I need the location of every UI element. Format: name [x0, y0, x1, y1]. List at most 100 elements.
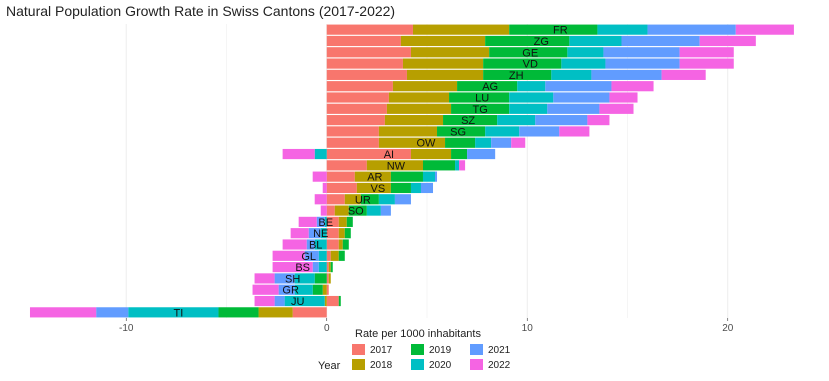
- bar-ai-2022: [282, 148, 315, 160]
- bar-so-2017: [326, 205, 335, 216]
- bar-ur-2020: [378, 194, 395, 205]
- bar-ne-2017: [326, 228, 339, 239]
- bar-be-2017: [326, 216, 339, 227]
- chart-title: Natural Population Growth Rate in Swiss …: [6, 3, 395, 19]
- bar-nw-2018: [366, 160, 423, 171]
- bar-ow-2019: [445, 137, 476, 148]
- canton-label-so: SO: [348, 206, 364, 218]
- bar-be-2022: [298, 216, 317, 227]
- bar-gr-2022: [252, 284, 279, 295]
- bar-ai-2017: [326, 148, 411, 160]
- legend-key-2017: [352, 344, 365, 355]
- bar-vs-2022: [322, 182, 327, 194]
- bar-lu-2020: [509, 92, 554, 103]
- legend-title: Year: [318, 360, 341, 372]
- bar-bs-2019: [330, 262, 333, 273]
- bar-fr-2018: [412, 24, 510, 35]
- bar-tg-2020: [509, 103, 548, 114]
- bar-zh-2021: [591, 69, 662, 80]
- bar-bl-2018: [338, 239, 343, 250]
- canton-label-gr: GR: [282, 285, 299, 297]
- bar-ur-2017: [326, 194, 345, 205]
- canton-label-ow: OW: [417, 138, 437, 150]
- canton-label-vd: VD: [523, 59, 538, 71]
- bar-zg-2022: [699, 35, 756, 47]
- canton-label-ar: AR: [367, 172, 382, 184]
- bar-gr-2017: [326, 284, 329, 295]
- bar-ow-2020: [475, 137, 492, 148]
- bar-vs-2020: [410, 182, 421, 194]
- bar-sh-2020: [294, 273, 315, 284]
- bar-fr-2021: [647, 24, 736, 35]
- canton-label-lu: LU: [475, 93, 489, 105]
- bar-ar-2019: [390, 171, 423, 182]
- bar-ge-2019: [489, 47, 568, 58]
- bar-sh-2021: [274, 273, 295, 284]
- bar-bs-2017: [326, 262, 329, 273]
- bar-gl-2022: [272, 250, 305, 261]
- canton-label-sz: SZ: [461, 115, 475, 127]
- bar-ar-2020: [422, 171, 436, 182]
- legend-label-2022: 2022: [488, 360, 511, 371]
- bar-zg-2017: [326, 35, 401, 47]
- canton-label-ju: JU: [291, 296, 305, 308]
- bars: [29, 24, 794, 318]
- bar-ai-2020: [314, 148, 327, 160]
- bar-so-2018: [334, 205, 349, 216]
- bar-ju-2020: [284, 295, 325, 307]
- bar-ai-2019: [451, 148, 468, 160]
- bar-vd-2020: [561, 58, 606, 69]
- bar-ge-2018: [410, 47, 490, 58]
- bar-gr-2018: [322, 284, 327, 295]
- bar-zh-2017: [326, 69, 407, 80]
- canton-label-nw: NW: [387, 160, 406, 172]
- bar-bs-2018: [328, 262, 331, 273]
- bar-lu-2017: [326, 92, 389, 103]
- bar-ag-2021: [545, 81, 612, 92]
- x-tick-label: -10: [119, 323, 134, 334]
- bar-gl-2019: [338, 250, 345, 261]
- bar-tg-2019: [451, 103, 510, 114]
- bar-bl-2020: [314, 239, 327, 250]
- canton-label-ti: TI: [173, 307, 183, 319]
- bar-ti-2017: [292, 307, 327, 318]
- bar-ag-2018: [392, 81, 458, 92]
- canton-label-vs: VS: [371, 183, 386, 195]
- bar-ur-2021: [394, 194, 411, 205]
- bar-ag-2019: [457, 81, 518, 92]
- legend: Year 2017 2018 2019 2020 2021 2022: [318, 344, 511, 372]
- bar-lu-2021: [553, 92, 610, 103]
- bar-ju-2021: [274, 295, 285, 307]
- bar-so-2020: [366, 205, 381, 216]
- bar-gl-2018: [330, 250, 339, 261]
- bar-bl-2017: [326, 239, 339, 250]
- bar-be-2021: [316, 216, 325, 227]
- bar-ti-2020: [128, 307, 219, 318]
- bar-vd-2017: [326, 58, 403, 69]
- bar-nw-2017: [326, 160, 367, 171]
- bar-so-2021: [380, 205, 391, 216]
- bar-vs-2017: [326, 182, 357, 194]
- bar-tg-2017: [326, 103, 387, 114]
- canton-label-fr: FR: [553, 25, 568, 37]
- canton-label-gl: GL: [301, 251, 316, 263]
- bar-vs-2018: [356, 182, 391, 194]
- bar-gl-2021: [304, 250, 319, 261]
- bar-ti-2022: [29, 307, 97, 318]
- legend-key-2019: [411, 344, 424, 355]
- bar-sz-2020: [497, 115, 536, 126]
- legend-label-2020: 2020: [429, 360, 452, 371]
- bar-ow-2021: [491, 137, 512, 148]
- bar-sg-2017: [326, 126, 379, 137]
- bar-nw-2020: [455, 160, 460, 171]
- bar-sg-2018: [378, 126, 438, 137]
- bar-ow-2017: [326, 137, 379, 148]
- bar-ge-2021: [603, 47, 680, 58]
- legend-label-2017: 2017: [370, 345, 393, 356]
- bar-fr-2020: [597, 24, 648, 35]
- bar-bl-2019: [342, 239, 349, 250]
- bar-ge-2017: [326, 47, 411, 58]
- bar-be-2019: [346, 216, 353, 227]
- bar-ge-2022: [679, 47, 734, 58]
